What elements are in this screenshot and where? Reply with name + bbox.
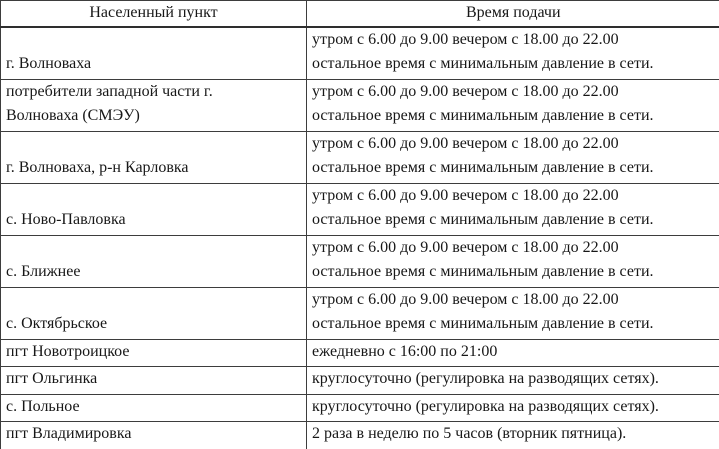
supply-time-cell: утром с 6.00 до 9.00 вечером с 18.00 до … — [307, 183, 719, 235]
settlement-cell: пгт Новотроицкое — [1, 339, 307, 367]
column-header-supply-time: Время подачи — [307, 1, 719, 27]
settlement-cell: г. Волноваха, р-н Карловка — [1, 131, 307, 183]
table-row: с. Ближнее утром с 6.00 до 9.00 вечером … — [1, 235, 719, 287]
settlement-name: пгт Новотроицкое — [6, 340, 302, 365]
table-row: с. Польное круглосуточно (регулировка на… — [1, 394, 719, 422]
supply-time-line: остальное время с минимальным давление в… — [312, 208, 716, 233]
supply-time-line: утром с 6.00 до 9.00 вечером с 18.00 до … — [312, 288, 716, 313]
settlement-cell: с. Польное — [1, 394, 307, 422]
settlement-cell: пгт Ольгинка — [1, 367, 307, 395]
supply-time-line: 2 раза в неделю по 5 часов (вторник пятн… — [312, 422, 716, 447]
table-row: с. Ново-Павловка утром с 6.00 до 9.00 ве… — [1, 183, 719, 235]
settlement-name: г. Волноваха — [6, 52, 302, 77]
settlement-cell: с. Октябрьское — [1, 287, 307, 339]
table-row: пгт Ольгинка круглосуточно (регулировка … — [1, 367, 719, 395]
settlement-name: с. Октябрьское — [6, 312, 302, 337]
table-row: пгт Новотроицкое ежедневно с 16:00 по 21… — [1, 339, 719, 367]
supply-time-line: остальное время с минимальным давление в… — [312, 312, 716, 337]
table-row: г. Волноваха, р-н Карловка утром с 6.00 … — [1, 131, 719, 183]
table-header-row: Населенный пункт Время подачи — [1, 1, 719, 27]
settlement-name: потребители западной части г. — [6, 80, 302, 105]
settlement-cell: с. Ново-Павловка — [1, 183, 307, 235]
supply-time-cell: ежедневно с 16:00 по 21:00 — [307, 339, 719, 367]
supply-time-line: утром с 6.00 до 9.00 вечером с 18.00 до … — [312, 184, 716, 209]
settlement-name: с. Польное — [6, 395, 302, 420]
supply-time-line: утром с 6.00 до 9.00 вечером с 18.00 до … — [312, 236, 716, 261]
supply-time-line: остальное время с минимальным давление в… — [312, 52, 716, 77]
table-row: потребители западной части г. Волноваха … — [1, 79, 719, 131]
supply-time-line: остальное время с минимальным давление в… — [312, 156, 716, 181]
settlement-cell: пгт Владимировка — [1, 422, 307, 449]
table-row: г. Волноваха утром с 6.00 до 9.00 вечеро… — [1, 27, 719, 80]
column-header-settlement: Населенный пункт — [1, 1, 307, 27]
settlement-name: с. Ново-Павловка — [6, 208, 302, 233]
table-row: пгт Владимировка 2 раза в неделю по 5 ча… — [1, 422, 719, 449]
supply-time-cell: утром с 6.00 до 9.00 вечером с 18.00 до … — [307, 27, 719, 80]
supply-time-cell: утром с 6.00 до 9.00 вечером с 18.00 до … — [307, 287, 719, 339]
settlement-cell: г. Волноваха — [1, 27, 307, 80]
supply-time-cell: 2 раза в неделю по 5 часов (вторник пятн… — [307, 422, 719, 449]
settlement-name: пгт Владимировка — [6, 422, 302, 447]
supply-time-cell: круглосуточно (регулировка на разводящих… — [307, 367, 719, 395]
settlement-name: с. Ближнее — [6, 260, 302, 285]
settlement-name: Волноваха (СМЭУ) — [6, 104, 302, 129]
supply-time-line: утром с 6.00 до 9.00 вечером с 18.00 до … — [312, 28, 716, 53]
supply-time-line: утром с 6.00 до 9.00 вечером с 18.00 до … — [312, 80, 716, 105]
supply-time-line: круглосуточно (регулировка на разводящих… — [312, 395, 716, 420]
settlement-name: пгт Ольгинка — [6, 367, 302, 392]
supply-time-line: остальное время с минимальным давление в… — [312, 104, 716, 129]
settlement-cell: с. Ближнее — [1, 235, 307, 287]
settlement-cell: потребители западной части г. Волноваха … — [1, 79, 307, 131]
supply-time-line: круглосуточно (регулировка на разводящих… — [312, 367, 716, 392]
supply-time-cell: утром с 6.00 до 9.00 вечером с 18.00 до … — [307, 131, 719, 183]
supply-time-cell: круглосуточно (регулировка на разводящих… — [307, 394, 719, 422]
supply-time-line: остальное время с минимальным давление в… — [312, 260, 716, 285]
supply-time-line: утром с 6.00 до 9.00 вечером с 18.00 до … — [312, 132, 716, 157]
supply-time-cell: утром с 6.00 до 9.00 вечером с 18.00 до … — [307, 79, 719, 131]
supply-time-line: ежедневно с 16:00 по 21:00 — [312, 340, 716, 365]
table-row: с. Октябрьское утром с 6.00 до 9.00 вече… — [1, 287, 719, 339]
settlement-name: г. Волноваха, р-н Карловка — [6, 156, 302, 181]
supply-time-cell: утром с 6.00 до 9.00 вечером с 18.00 до … — [307, 235, 719, 287]
